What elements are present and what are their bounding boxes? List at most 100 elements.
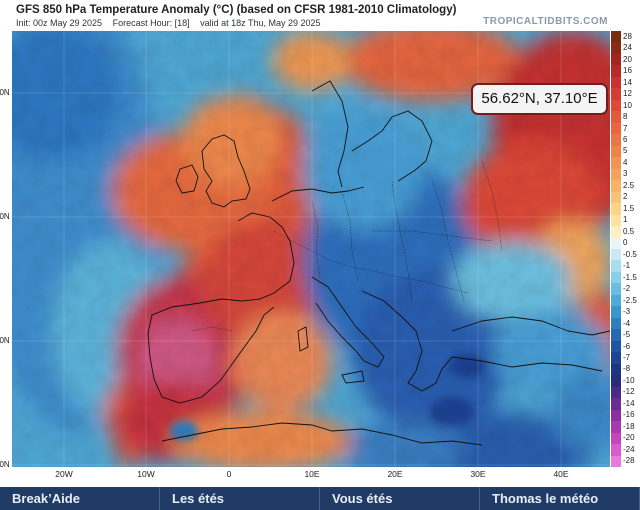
- lon-label-30e: 30E: [470, 469, 486, 479]
- legend-swatch: [611, 88, 621, 101]
- legend-label: -1: [623, 261, 631, 271]
- legend-label: 10: [623, 100, 632, 110]
- lon-label-40e: 40E: [553, 469, 569, 479]
- legend-label: -6: [623, 341, 631, 351]
- country-borders: [191, 160, 503, 332]
- legend-swatch: [611, 191, 621, 204]
- coordinate-tooltip: 56.62°N, 37.10°E: [471, 83, 608, 115]
- header: GFS 850 hPa Temperature Anomaly (°C) (ba…: [0, 0, 640, 30]
- legend-swatch: [611, 421, 621, 434]
- legend-swatch: [611, 180, 621, 193]
- legend-swatch: [611, 42, 621, 55]
- lat-label-50n: 50N: [0, 212, 10, 221]
- legend-swatch: [611, 122, 621, 135]
- legend-label: -4: [623, 318, 631, 328]
- legend-label: 2.5: [623, 180, 635, 190]
- footer-nav: Break’Aide Les étés Vous étés Thomas le …: [0, 487, 640, 510]
- lon-label-10w: 10W: [137, 469, 155, 479]
- legend-label: 14: [623, 77, 632, 87]
- init-time: Init: 00z May 29 2025: [16, 18, 103, 28]
- legend-label: 1.5: [623, 203, 635, 213]
- legend-label: -2.5: [623, 295, 637, 305]
- legend-label: -8: [623, 364, 631, 374]
- legend-swatch: [611, 317, 621, 330]
- legend-label: 16: [623, 66, 632, 76]
- brand-logo[interactable]: TROPICALTIDBITS.COM: [483, 16, 608, 27]
- legend-swatch: [611, 432, 621, 445]
- longitude-axis: 20W 10W 0 10E 20E 30E 40E: [12, 467, 610, 483]
- legend-swatch: [611, 65, 621, 78]
- legend-swatch: [611, 386, 621, 399]
- lon-label-10e: 10E: [304, 469, 320, 479]
- footer-tab-3[interactable]: Vous étés: [320, 487, 480, 510]
- legend-swatch: [611, 329, 621, 342]
- legend-swatch: [611, 455, 621, 468]
- legend-label: 28: [623, 31, 632, 41]
- legend-swatch: [611, 375, 621, 388]
- legend-swatch: [611, 306, 621, 319]
- legend-swatch: [611, 271, 621, 284]
- footer-tab-4[interactable]: Thomas le météo: [480, 487, 640, 510]
- legend-swatch: [611, 168, 621, 181]
- legend-label: -12: [623, 387, 635, 397]
- lat-label-30n: 30N: [0, 460, 10, 469]
- legend-label: -2: [623, 284, 631, 294]
- legend-swatch: [611, 31, 621, 43]
- legend-label: 5: [623, 146, 628, 156]
- lat-label-40n: 40N: [0, 336, 10, 345]
- map-title: GFS 850 hPa Temperature Anomaly (°C) (ba…: [16, 4, 457, 16]
- legend-swatch: [611, 134, 621, 147]
- legend-label: -0.5: [623, 249, 637, 259]
- legend-swatch: [611, 145, 621, 158]
- legend-label: 1: [623, 215, 628, 225]
- legend-swatch: [611, 214, 621, 227]
- legend-label: 0: [623, 238, 628, 248]
- legend-swatch: [611, 53, 621, 66]
- legend-label: 24: [623, 43, 632, 53]
- legend-label: -3: [623, 307, 631, 317]
- legend-swatch: [611, 260, 621, 273]
- valid-time: valid at 18z Thu, May 29 2025: [200, 18, 321, 28]
- legend-label: -5: [623, 330, 631, 340]
- lon-label-0: 0: [226, 469, 232, 479]
- legend-label: 12: [623, 89, 632, 99]
- color-legend: 28 24 20 16 14 12 10 8 7 6 5 4 3 2.5 2 1.5 1 0.5 0 -0.5 -1 -1…: [611, 31, 640, 468]
- legend-swatch: [611, 99, 621, 112]
- legend-label: 0.5: [623, 226, 635, 236]
- footer-tab-1[interactable]: Break’Aide: [0, 487, 160, 510]
- legend-label: -16: [623, 410, 635, 420]
- legend-label: 8: [623, 112, 628, 122]
- legend-swatch: [611, 409, 621, 422]
- legend-swatch: [611, 444, 621, 457]
- legend-swatch: [611, 157, 621, 170]
- legend-label: 6: [623, 135, 628, 144]
- lon-label-20e: 20E: [387, 469, 403, 479]
- legend-label: -10: [623, 375, 635, 385]
- lat-label-60n: 60N: [0, 88, 10, 97]
- legend-swatch: [611, 226, 621, 239]
- legend-label: 4: [623, 157, 628, 167]
- legend-label: -24: [623, 444, 635, 454]
- legend-label: 20: [623, 54, 632, 64]
- legend-swatch: [611, 294, 621, 307]
- legend-label: 2: [623, 192, 628, 202]
- legend-label: -28: [623, 456, 635, 466]
- legend-swatch: [611, 363, 621, 376]
- legend-label: -20: [623, 433, 635, 443]
- legend-swatch: [611, 76, 621, 89]
- legend-swatch: [611, 249, 621, 261]
- legend-swatch: [611, 340, 621, 353]
- legend-swatch: [611, 352, 621, 365]
- legend-label: -7: [623, 353, 631, 362]
- legend-swatch: [611, 283, 621, 296]
- map-subtitle: Init: 00z May 29 2025 Forecast Hour: [18…: [16, 18, 329, 28]
- forecast-hour: Forecast Hour: [18]: [112, 18, 190, 28]
- footer-tab-2[interactable]: Les étés: [160, 487, 320, 510]
- legend-swatch: [611, 203, 621, 216]
- legend-label: 7: [623, 123, 628, 133]
- lon-label-20w: 20W: [55, 469, 73, 479]
- legend-label: -1.5: [623, 272, 637, 282]
- legend-label: -14: [623, 398, 635, 408]
- legend-label: 3: [623, 169, 628, 179]
- legend-swatch: [611, 398, 621, 411]
